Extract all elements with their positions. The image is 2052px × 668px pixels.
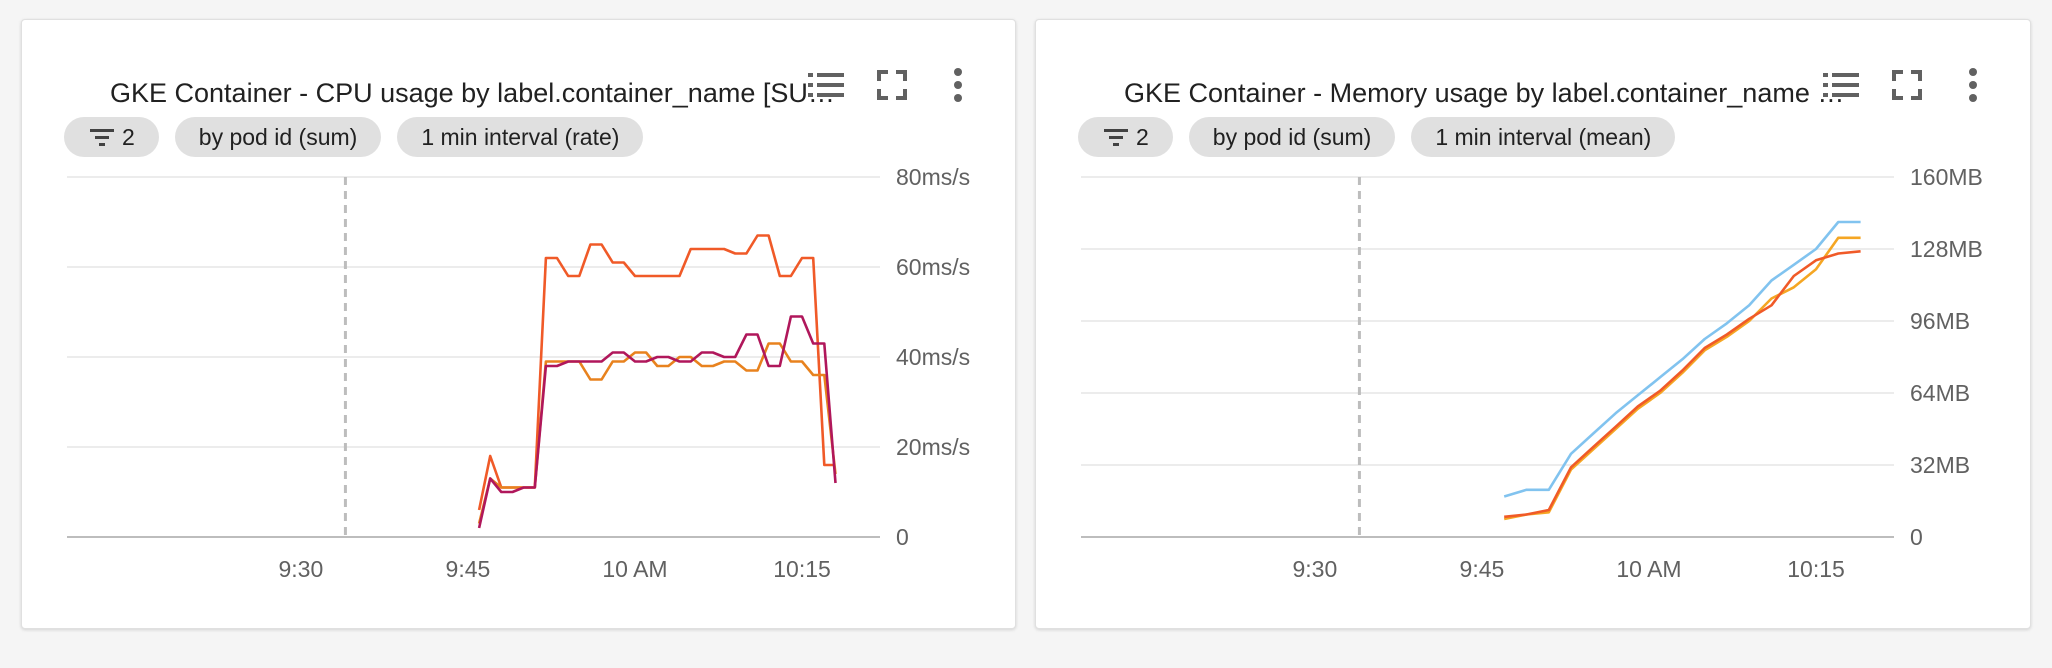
x-tick-label: 10 AM xyxy=(602,556,667,582)
y-tick-label: 60ms/s xyxy=(896,254,970,280)
legend-list-icon[interactable] xyxy=(1822,66,1860,104)
interval-chip[interactable]: 1 min interval (mean) xyxy=(1411,117,1676,157)
fullscreen-icon[interactable] xyxy=(873,66,911,104)
series-line-2[interactable] xyxy=(477,342,837,524)
x-tick-label: 9:30 xyxy=(1292,556,1337,582)
chart-card-cpu: GKE Container - CPU usage by label.conta… xyxy=(21,19,1016,629)
filter-count: 2 xyxy=(1136,124,1149,150)
y-tick-label: 20ms/s xyxy=(896,434,970,460)
cpu-line-chart: 0 20ms/s 40ms/s 60ms/s 80ms/s 9:30 9:45 10 AM 10… xyxy=(67,164,970,582)
group-by-chip[interactable]: by pod id (sum) xyxy=(174,117,382,157)
y-tick-label: 96MB xyxy=(1910,308,1970,334)
x-tick-label: 10 AM xyxy=(1616,556,1681,582)
fullscreen-icon[interactable] xyxy=(1888,66,1926,104)
series-line-1[interactable] xyxy=(477,234,836,511)
memory-line-chart: 0 32MB 64MB 96MB 128MB 160MB 9:30 9:45 10 AM 10:1… xyxy=(1081,164,1983,582)
filter-chip[interactable]: 2 xyxy=(64,117,159,157)
y-tick-label: 128MB xyxy=(1910,236,1983,262)
x-tick-label: 9:30 xyxy=(278,556,323,582)
interval-chip[interactable]: 1 min interval (rate) xyxy=(397,117,644,157)
filter-icon xyxy=(90,129,114,146)
legend-list-icon[interactable] xyxy=(807,66,845,104)
y-tick-label: 80ms/s xyxy=(896,164,970,190)
chart-card-memory: GKE Container - Memory usage by label.co… xyxy=(1035,19,2031,629)
x-tick-label: 10:15 xyxy=(773,556,831,582)
series-line-3[interactable] xyxy=(1504,250,1861,519)
chip-row: 2 by pod id (sum) 1 min interval (rate) xyxy=(64,117,644,157)
y-tick-label: 64MB xyxy=(1910,380,1970,406)
series-line-3[interactable] xyxy=(477,315,837,529)
y-tick-label: 32MB xyxy=(1910,452,1970,478)
y-tick-label: 0 xyxy=(896,524,909,550)
x-tick-label: 9:45 xyxy=(1460,556,1505,582)
y-tick-label: 0 xyxy=(1910,524,1923,550)
filter-count: 2 xyxy=(122,124,135,150)
group-by-chip[interactable]: by pod id (sum) xyxy=(1188,117,1396,157)
card-actions xyxy=(807,66,977,104)
filter-chip[interactable]: 2 xyxy=(1078,117,1173,157)
series-line-1[interactable] xyxy=(1503,220,1861,498)
more-vert-icon[interactable] xyxy=(1954,66,1992,104)
y-tick-label: 160MB xyxy=(1910,164,1983,190)
chip-row: 2 by pod id (sum) 1 min interval (mean) xyxy=(1078,117,1676,157)
card-actions xyxy=(1822,66,1992,104)
more-vert-icon[interactable] xyxy=(939,66,977,104)
x-tick-label: 9:45 xyxy=(446,556,491,582)
y-tick-label: 40ms/s xyxy=(896,344,970,370)
x-tick-label: 10:15 xyxy=(1787,556,1845,582)
filter-icon xyxy=(1104,129,1128,146)
